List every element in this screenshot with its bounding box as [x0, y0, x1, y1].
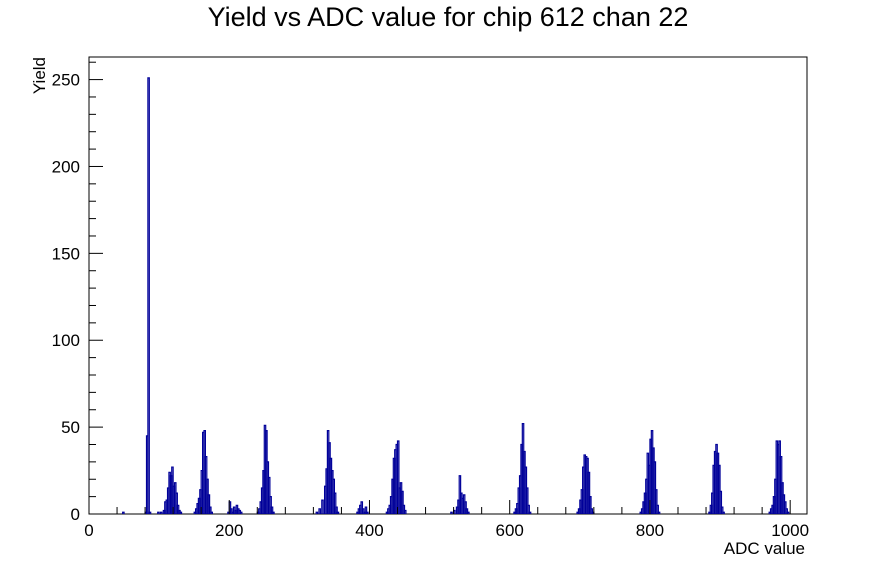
- histogram-bin-55: [315, 511, 319, 514]
- histogram-bars: [122, 77, 790, 514]
- histogram-bin-138: [657, 511, 661, 514]
- histogram-bin-98: [464, 501, 467, 514]
- histogram-bin-17: [176, 504, 180, 514]
- y-tick-label: 250: [52, 71, 80, 90]
- histogram-bin-56: [318, 508, 321, 514]
- histogram-bin-54: [272, 511, 275, 514]
- histogram-bin-162: [785, 508, 788, 514]
- histogram-bin-136: [654, 489, 658, 514]
- histogram-bin-16: [175, 492, 178, 514]
- x-axis-title: ADC value: [724, 539, 805, 558]
- histogram-bin-53: [270, 506, 274, 514]
- histogram-bin-146: [718, 464, 721, 514]
- histogram-bin-57: [321, 499, 324, 514]
- histogram-bin-52: [269, 496, 272, 514]
- histogram-bin-87: [401, 490, 404, 514]
- histogram-bin-51: [267, 476, 271, 514]
- histogram-bin-110: [525, 487, 529, 514]
- histogram-bin-6: [159, 511, 163, 514]
- histogram-bin-75: [366, 511, 369, 514]
- histogram-bin-42: [239, 511, 243, 514]
- plot-frame: [88, 56, 808, 515]
- x-tick-label: 600: [496, 521, 524, 540]
- histogram-bin-99: [465, 508, 469, 514]
- y-axis-title: Yield: [30, 57, 49, 94]
- histogram-bin-3: [147, 77, 150, 514]
- histogram-bin-100: [467, 511, 470, 514]
- y-tick-label: 0: [71, 505, 80, 524]
- histogram-bin-0: [122, 511, 125, 514]
- histogram-bin-89: [403, 509, 407, 514]
- histogram-bin-66: [335, 506, 338, 514]
- histogram-bin-4: [148, 511, 152, 514]
- histogram-bin-5: [157, 511, 160, 514]
- x-tick-label: 400: [355, 521, 383, 540]
- x-tick-label: 1000: [771, 521, 809, 540]
- y-tick-label: 200: [52, 157, 80, 176]
- histogram-bin-32: [210, 511, 214, 514]
- histogram-bin-19: [179, 511, 183, 514]
- histogram-bin-147: [719, 490, 723, 514]
- x-tick-label: 0: [84, 521, 93, 540]
- y-tick-label: 150: [52, 244, 80, 263]
- histogram-bin-71: [360, 501, 364, 514]
- histogram-bin-161: [783, 501, 787, 514]
- histogram-bin-30: [207, 494, 211, 514]
- histogram-bin-88: [402, 504, 406, 514]
- x-axis-ticks: 0 200 400 600 800 1000: [84, 500, 809, 540]
- histogram-bin-121: [587, 471, 591, 514]
- histogram-bin-31: [209, 506, 212, 514]
- histogram-bin-74: [364, 506, 368, 514]
- x-tick-label: 200: [215, 521, 243, 540]
- histogram-bin-149: [722, 511, 725, 514]
- histogram-bin-137: [656, 504, 659, 514]
- histogram-bin-123: [590, 508, 594, 514]
- histogram-bin-163: [786, 511, 790, 514]
- histogram-bin-90: [450, 511, 453, 514]
- histogram-bin-122: [589, 496, 592, 514]
- histogram-bin-148: [720, 506, 724, 514]
- x-tick-label: 800: [636, 521, 664, 540]
- histogram-bin-67: [336, 511, 340, 514]
- histogram-bin-111: [527, 504, 530, 514]
- histogram-bin-72: [361, 508, 365, 514]
- y-tick-label: 50: [61, 418, 80, 437]
- y-tick-label: 100: [52, 331, 80, 350]
- histogram-bin-135: [653, 461, 657, 514]
- histogram-bin-65: [333, 492, 337, 514]
- histogram-bin-112: [528, 511, 532, 514]
- histogram-bin-84: [396, 440, 400, 514]
- histogram-bin-35: [230, 508, 233, 514]
- chart-title: Yield vs ADC value for chip 612 chan 22: [207, 2, 689, 32]
- y-axis-ticks: 0 50 100 150 200 250: [52, 61, 103, 524]
